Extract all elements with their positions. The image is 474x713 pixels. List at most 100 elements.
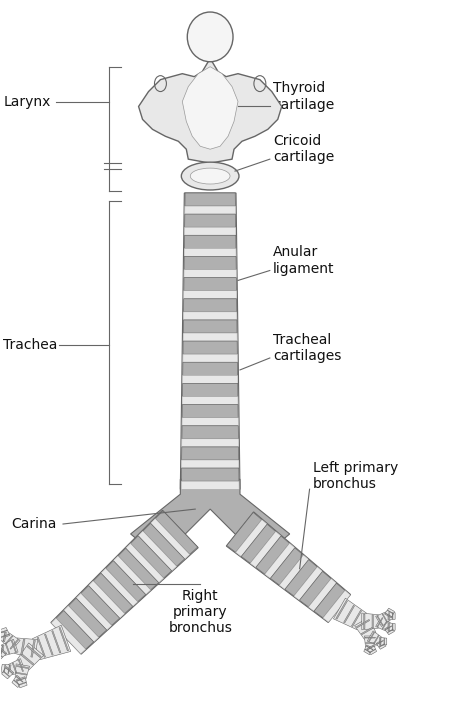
Polygon shape	[185, 214, 236, 227]
Polygon shape	[309, 579, 337, 611]
Polygon shape	[182, 418, 238, 426]
Polygon shape	[384, 608, 394, 618]
Polygon shape	[227, 513, 262, 553]
Polygon shape	[0, 652, 2, 657]
Polygon shape	[18, 660, 24, 672]
Polygon shape	[1, 640, 18, 655]
Polygon shape	[131, 479, 290, 559]
Polygon shape	[183, 333, 237, 341]
Polygon shape	[250, 531, 281, 568]
Polygon shape	[1, 667, 14, 679]
Text: Trachea: Trachea	[3, 338, 58, 352]
Polygon shape	[392, 624, 393, 630]
Polygon shape	[183, 320, 237, 333]
Polygon shape	[10, 640, 18, 650]
Polygon shape	[0, 645, 4, 655]
Polygon shape	[184, 227, 236, 235]
Polygon shape	[0, 648, 6, 654]
Polygon shape	[369, 632, 374, 642]
Polygon shape	[184, 291, 237, 299]
Polygon shape	[365, 636, 376, 647]
Polygon shape	[387, 629, 393, 632]
Polygon shape	[361, 627, 373, 635]
Polygon shape	[333, 598, 366, 630]
Polygon shape	[236, 520, 267, 556]
Polygon shape	[51, 618, 86, 654]
Polygon shape	[15, 664, 29, 679]
Polygon shape	[182, 460, 239, 468]
Polygon shape	[356, 620, 370, 628]
Polygon shape	[16, 672, 27, 675]
Polygon shape	[181, 481, 239, 489]
Polygon shape	[16, 677, 27, 688]
Polygon shape	[68, 598, 107, 637]
Polygon shape	[151, 518, 190, 559]
Polygon shape	[384, 625, 394, 635]
Polygon shape	[182, 384, 238, 396]
Polygon shape	[138, 531, 177, 571]
Polygon shape	[0, 630, 7, 633]
Polygon shape	[16, 677, 23, 682]
Polygon shape	[336, 600, 347, 619]
Polygon shape	[3, 632, 5, 641]
Polygon shape	[101, 568, 137, 606]
Polygon shape	[355, 617, 376, 640]
Polygon shape	[52, 630, 61, 653]
Polygon shape	[376, 612, 391, 627]
Polygon shape	[184, 235, 236, 248]
Polygon shape	[155, 511, 198, 555]
Polygon shape	[19, 682, 26, 685]
Text: Left primary
bronchus: Left primary bronchus	[312, 461, 398, 491]
Polygon shape	[185, 206, 236, 214]
Polygon shape	[377, 640, 383, 645]
Polygon shape	[323, 590, 350, 622]
Polygon shape	[226, 512, 351, 622]
Ellipse shape	[187, 12, 233, 62]
Polygon shape	[3, 672, 9, 677]
Polygon shape	[9, 659, 25, 674]
Ellipse shape	[190, 168, 230, 184]
Polygon shape	[376, 640, 386, 650]
Polygon shape	[377, 616, 383, 625]
Polygon shape	[45, 634, 53, 655]
Polygon shape	[5, 635, 13, 645]
Polygon shape	[382, 621, 387, 629]
Polygon shape	[182, 396, 238, 404]
Polygon shape	[182, 404, 238, 418]
Polygon shape	[184, 277, 237, 291]
Polygon shape	[182, 447, 239, 460]
Polygon shape	[11, 640, 17, 652]
Polygon shape	[365, 637, 375, 638]
Polygon shape	[1, 646, 3, 655]
Polygon shape	[367, 631, 382, 645]
Polygon shape	[14, 680, 20, 685]
Polygon shape	[372, 615, 374, 628]
Text: Thyroid
cartilage: Thyroid cartilage	[273, 81, 334, 112]
Polygon shape	[180, 193, 240, 489]
Polygon shape	[76, 593, 111, 630]
Polygon shape	[113, 556, 151, 595]
Polygon shape	[17, 665, 28, 669]
Polygon shape	[183, 312, 237, 320]
Polygon shape	[279, 555, 309, 589]
Polygon shape	[182, 67, 238, 149]
Polygon shape	[265, 543, 295, 578]
Polygon shape	[385, 626, 392, 630]
Polygon shape	[364, 645, 374, 655]
Polygon shape	[183, 341, 237, 354]
Polygon shape	[31, 640, 36, 657]
Text: Carina: Carina	[11, 517, 57, 531]
Polygon shape	[351, 610, 362, 627]
Polygon shape	[12, 675, 24, 687]
Text: Anular
ligament: Anular ligament	[273, 245, 334, 276]
Polygon shape	[5, 643, 10, 654]
Polygon shape	[64, 606, 99, 642]
Polygon shape	[8, 665, 10, 674]
Polygon shape	[51, 511, 198, 654]
Polygon shape	[182, 439, 238, 447]
Polygon shape	[59, 627, 69, 651]
Polygon shape	[387, 610, 393, 614]
Polygon shape	[37, 637, 46, 657]
Polygon shape	[374, 635, 379, 644]
Polygon shape	[376, 616, 391, 631]
